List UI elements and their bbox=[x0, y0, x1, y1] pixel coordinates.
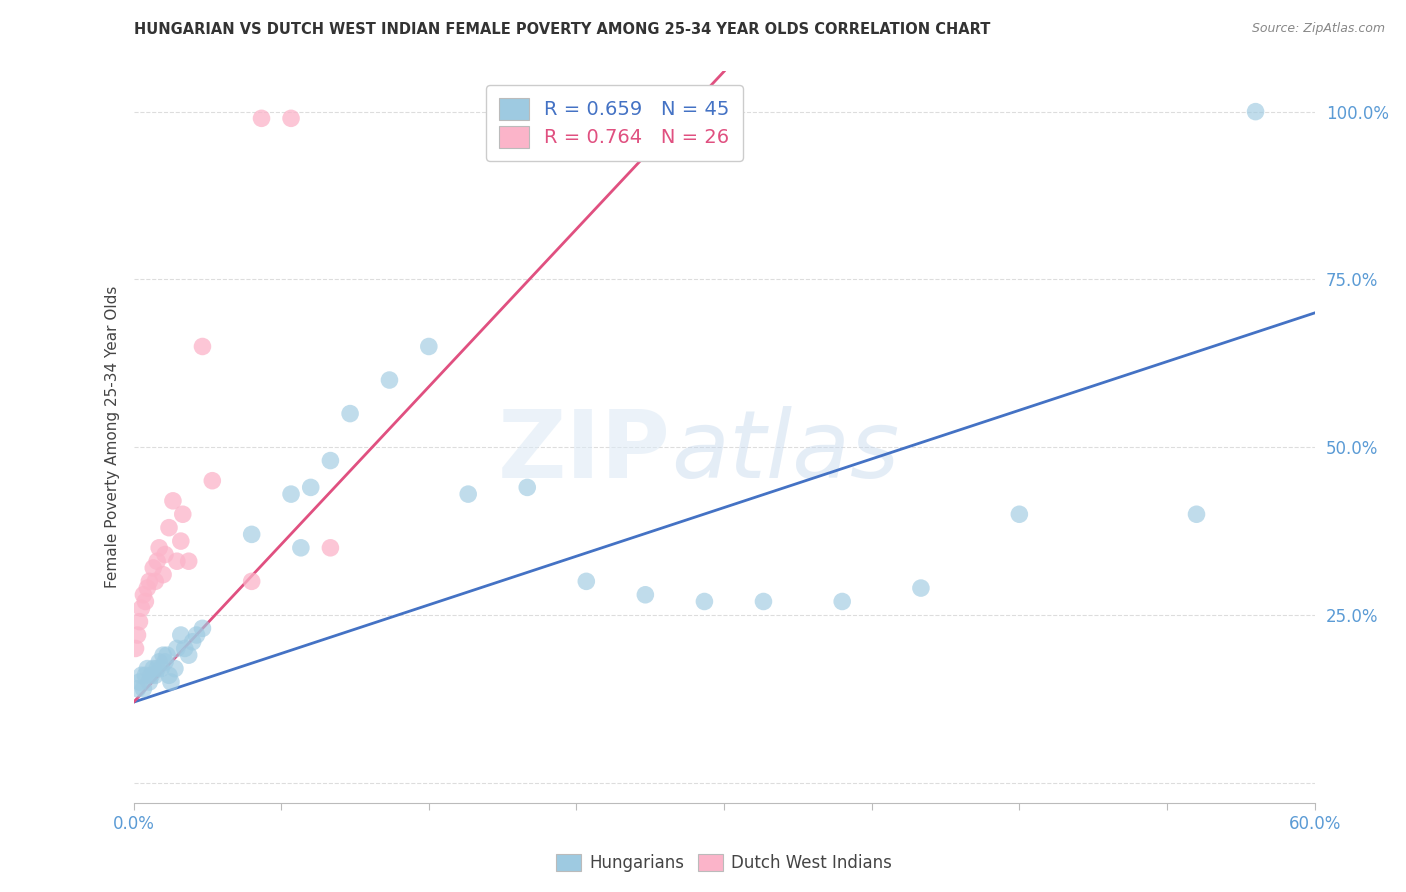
Point bbox=[634, 588, 657, 602]
Point bbox=[166, 641, 188, 656]
Point bbox=[299, 480, 322, 494]
Point bbox=[240, 574, 263, 589]
Point bbox=[1008, 508, 1031, 522]
Point bbox=[128, 675, 150, 690]
Point bbox=[910, 581, 932, 595]
Legend: Hungarians, Dutch West Indians: Hungarians, Dutch West Indians bbox=[550, 847, 898, 879]
Point bbox=[146, 662, 169, 676]
Point bbox=[138, 574, 160, 589]
Text: ZIP: ZIP bbox=[498, 406, 671, 498]
Point bbox=[136, 662, 159, 676]
Point bbox=[693, 594, 716, 608]
Point bbox=[131, 668, 153, 682]
Point bbox=[516, 480, 538, 494]
Point bbox=[156, 648, 179, 662]
Point bbox=[157, 521, 180, 535]
Point bbox=[143, 668, 166, 682]
Point bbox=[290, 541, 312, 555]
Point bbox=[173, 641, 195, 656]
Point bbox=[138, 675, 160, 690]
Text: Source: ZipAtlas.com: Source: ZipAtlas.com bbox=[1251, 22, 1385, 36]
Point bbox=[142, 662, 165, 676]
Point bbox=[162, 493, 184, 508]
Point bbox=[148, 541, 170, 555]
Point bbox=[240, 527, 263, 541]
Point bbox=[177, 554, 200, 568]
Point bbox=[170, 534, 193, 549]
Point bbox=[136, 581, 159, 595]
Point bbox=[157, 668, 180, 682]
Point bbox=[153, 548, 176, 562]
Point bbox=[186, 628, 208, 642]
Point bbox=[172, 508, 194, 522]
Point bbox=[1244, 104, 1267, 119]
Point bbox=[160, 675, 183, 690]
Point bbox=[152, 648, 174, 662]
Point bbox=[127, 681, 149, 696]
Point bbox=[132, 588, 155, 602]
Point bbox=[1185, 508, 1208, 522]
Point bbox=[153, 655, 176, 669]
Point bbox=[831, 594, 853, 608]
Point bbox=[163, 662, 186, 676]
Point bbox=[752, 594, 775, 608]
Point bbox=[170, 628, 193, 642]
Point bbox=[141, 668, 163, 682]
Point bbox=[250, 112, 273, 126]
Point bbox=[378, 373, 401, 387]
Point bbox=[148, 655, 170, 669]
Point bbox=[177, 648, 200, 662]
Point bbox=[134, 668, 156, 682]
Point bbox=[150, 662, 173, 676]
Text: atlas: atlas bbox=[671, 406, 900, 497]
Point bbox=[280, 112, 302, 126]
Point bbox=[181, 634, 204, 648]
Point bbox=[457, 487, 479, 501]
Point bbox=[152, 567, 174, 582]
Point bbox=[124, 641, 146, 656]
Point bbox=[280, 487, 302, 501]
Point bbox=[134, 594, 156, 608]
Point bbox=[191, 621, 214, 635]
Point bbox=[143, 574, 166, 589]
Point bbox=[131, 601, 153, 615]
Point bbox=[166, 554, 188, 568]
Point bbox=[319, 453, 342, 467]
Point bbox=[142, 561, 165, 575]
Point bbox=[132, 681, 155, 696]
Point bbox=[128, 615, 150, 629]
Point bbox=[127, 628, 149, 642]
Point bbox=[418, 339, 440, 353]
Point bbox=[575, 574, 598, 589]
Text: HUNGARIAN VS DUTCH WEST INDIAN FEMALE POVERTY AMONG 25-34 YEAR OLDS CORRELATION : HUNGARIAN VS DUTCH WEST INDIAN FEMALE PO… bbox=[134, 22, 990, 37]
Point bbox=[339, 407, 361, 421]
Point bbox=[191, 339, 214, 353]
Point bbox=[319, 541, 342, 555]
Point bbox=[201, 474, 224, 488]
Y-axis label: Female Poverty Among 25-34 Year Olds: Female Poverty Among 25-34 Year Olds bbox=[104, 286, 120, 588]
Point bbox=[146, 554, 169, 568]
